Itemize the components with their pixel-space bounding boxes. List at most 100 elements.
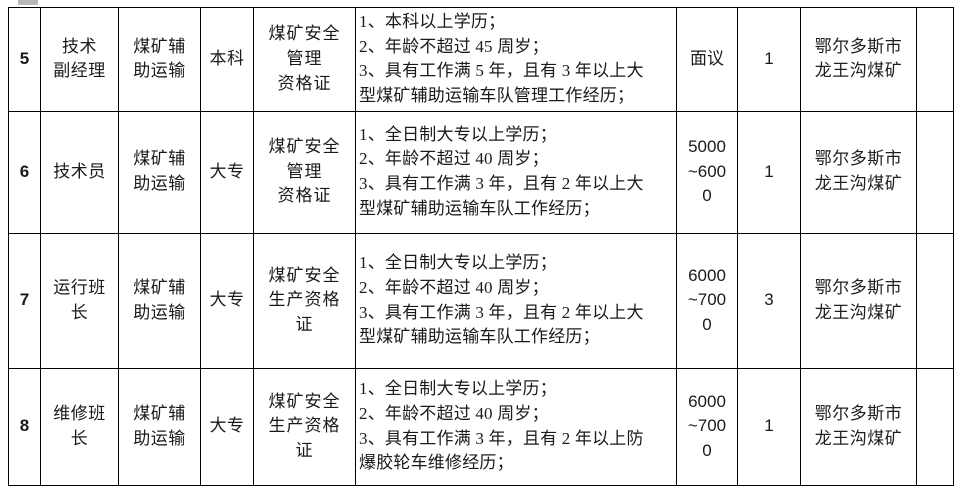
position-line: 长 — [70, 428, 89, 448]
department-line: 煤矿辅 — [133, 36, 186, 56]
education-cell: 大专 — [200, 110, 254, 234]
position-cell: 维修班 长 — [40, 367, 119, 486]
education-line: 大专 — [209, 290, 245, 310]
salary-line: 6000 — [688, 391, 726, 411]
requirement-line: 3、具有工作满 3 年，且有 2 年以上防 — [359, 428, 644, 448]
requirement-line: 1、本科以上学历； — [359, 12, 506, 31]
requirements-cell: 1、全日制大专以上学历； 2、年龄不超过 40 周岁； 3、具有工作满 3 年，… — [355, 110, 677, 234]
headcount-cell: 1 — [737, 7, 801, 112]
department-line: 助运输 — [133, 428, 186, 448]
requirements-cell: 1、全日制大专以上学历； 2、年龄不超过 40 周岁； 3、具有工作满 3 年，… — [355, 367, 677, 486]
certificate-line: 煤矿安全 — [268, 24, 341, 44]
row-index: 5 — [19, 48, 30, 68]
salary-line: 6000 — [688, 265, 726, 285]
trailing-cell — [916, 232, 954, 369]
table-body: 5 技术 副经理 煤矿辅 助运输 本科 煤矿安全 管理 资格证 — [8, 7, 954, 486]
certificate-cell: 煤矿安全 管理 资格证 — [253, 7, 356, 112]
salary-line: ~700 — [687, 416, 727, 436]
requirement-line: 1、全日制大专以上学历； — [359, 124, 557, 144]
requirements-cell: 1、本科以上学历； 2、年龄不超过 45 周岁； 3、具有工作满 5 年，且有 … — [355, 7, 677, 112]
department-cell: 煤矿辅 助运输 — [118, 367, 201, 486]
row-index: 7 — [19, 290, 30, 310]
requirement-line: 2、年龄不超过 45 周岁； — [359, 36, 549, 56]
requirement-line: 2、年龄不超过 40 周岁； — [359, 403, 549, 423]
requirement-line: 3、具有工作满 5 年，且有 3 年以上大 — [359, 61, 644, 81]
certificate-line: 煤矿安全 — [268, 265, 341, 285]
certificate-line: 生产资格 — [268, 290, 341, 310]
requirement-line: 爆胶轮车维修经历； — [359, 453, 514, 473]
salary-line: 0 — [702, 314, 712, 334]
row-index-cell: 8 — [8, 367, 41, 486]
department-line: 助运输 — [133, 302, 186, 322]
row-index-cell: 7 — [8, 232, 41, 369]
certificate-cell: 煤矿安全 生产资格 证 — [253, 367, 356, 486]
table-row: 7 运行班 长 煤矿辅 助运输 大专 煤矿安全 生产资格 证 — [8, 232, 954, 369]
education-line: 大专 — [209, 161, 245, 181]
department-line: 煤矿辅 — [133, 277, 186, 297]
department-line: 煤矿辅 — [133, 403, 186, 423]
position-line: 副经理 — [53, 61, 106, 81]
headcount-cell: 1 — [737, 110, 801, 234]
education-line: 大专 — [209, 416, 245, 436]
trailing-cell — [916, 110, 954, 234]
department-cell: 煤矿辅 助运输 — [118, 232, 201, 369]
table-row: 8 维修班 长 煤矿辅 助运输 大专 煤矿安全 生产资格 证 — [8, 367, 954, 486]
salary-line: ~600 — [687, 161, 727, 181]
location-line: 鄂尔多斯市 — [814, 277, 903, 297]
row-index-cell: 5 — [8, 7, 41, 112]
certificate-line: 生产资格 — [268, 416, 341, 436]
position-cell: 技术 副经理 — [40, 7, 119, 112]
certificate-line: 管理 — [286, 161, 323, 181]
location-line: 龙王沟煤矿 — [814, 428, 903, 448]
salary-cell: 面议 — [676, 7, 738, 112]
recruitment-table: 5 技术 副经理 煤矿辅 助运输 本科 煤矿安全 管理 资格证 — [8, 7, 954, 486]
certificate-line: 管理 — [286, 48, 323, 68]
requirement-line: 1、全日制大专以上学历； — [359, 379, 557, 399]
headcount-value: 1 — [764, 161, 774, 181]
location-cell: 鄂尔多斯市 龙王沟煤矿 — [800, 232, 917, 369]
location-cell: 鄂尔多斯市 龙王沟煤矿 — [800, 7, 917, 112]
requirement-line: 3、具有工作满 3 年，且有 2 年以上大 — [359, 174, 644, 194]
location-line: 龙王沟煤矿 — [814, 174, 903, 194]
education-line: 本科 — [209, 48, 245, 68]
position-cell: 运行班 长 — [40, 232, 119, 369]
certificate-line: 证 — [295, 314, 314, 334]
trailing-cell — [916, 367, 954, 486]
location-cell: 鄂尔多斯市 龙王沟煤矿 — [800, 367, 917, 486]
headcount-value: 1 — [764, 48, 774, 68]
department-cell: 煤矿辅 助运输 — [118, 110, 201, 234]
table-row: 6 技术员 煤矿辅 助运输 大专 煤矿安全 管理 资格证 1、全日制大专以上学 — [8, 110, 954, 234]
headcount-cell: 3 — [737, 232, 801, 369]
location-line: 龙王沟煤矿 — [814, 61, 903, 81]
position-line: 长 — [70, 302, 89, 322]
requirement-line: 型煤矿辅助运输车队工作经历； — [359, 198, 600, 218]
requirement-line: 2、年龄不超过 40 周岁； — [359, 277, 549, 297]
salary-line: 0 — [702, 440, 712, 460]
headcount-value: 1 — [764, 416, 774, 436]
salary-cell: 6000 ~700 0 — [676, 367, 738, 486]
scan-artifact — [18, 0, 38, 5]
certificate-line: 证 — [295, 440, 314, 460]
department-line: 助运输 — [133, 61, 186, 81]
requirement-line: 型煤矿辅助运输车队管理工作经历； — [359, 85, 635, 105]
requirement-line: 1、全日制大专以上学历； — [359, 253, 557, 273]
education-cell: 大专 — [200, 367, 254, 486]
certificate-line: 资格证 — [277, 186, 332, 206]
salary-line: 面议 — [690, 48, 724, 68]
location-cell: 鄂尔多斯市 龙王沟煤矿 — [800, 110, 917, 234]
department-line: 煤矿辅 — [133, 149, 186, 169]
trailing-cell — [916, 7, 954, 112]
requirement-line: 2、年龄不超过 40 周岁； — [359, 149, 549, 169]
department-line: 助运输 — [133, 174, 186, 194]
position-line: 技术员 — [53, 161, 106, 181]
requirements-cell: 1、全日制大专以上学历； 2、年龄不超过 40 周岁； 3、具有工作满 3 年，… — [355, 232, 677, 369]
certificate-line: 煤矿安全 — [268, 391, 341, 411]
certificate-line: 资格证 — [277, 73, 332, 93]
row-index: 6 — [19, 161, 30, 181]
education-cell: 大专 — [200, 232, 254, 369]
location-line: 鄂尔多斯市 — [814, 149, 903, 169]
table-row: 5 技术 副经理 煤矿辅 助运输 本科 煤矿安全 管理 资格证 — [8, 7, 954, 112]
position-cell: 技术员 — [40, 110, 119, 234]
position-line: 技术 — [62, 36, 97, 56]
